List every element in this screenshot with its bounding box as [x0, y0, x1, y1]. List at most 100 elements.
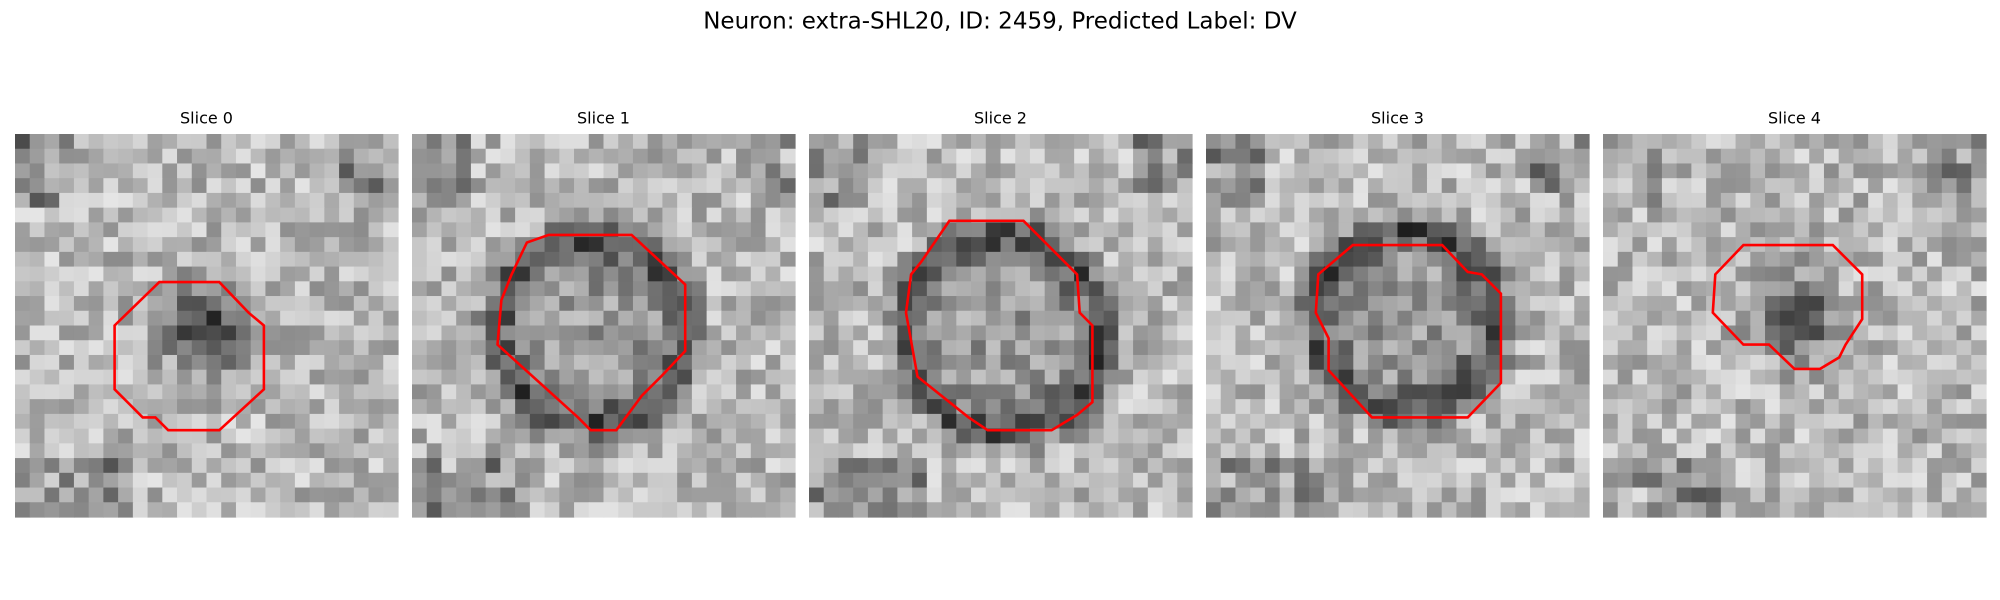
pixel [1809, 413, 1825, 430]
pixel [1809, 472, 1825, 489]
pixel [1500, 163, 1516, 179]
pixel [1235, 178, 1251, 194]
pixel [971, 178, 987, 194]
pixel [324, 178, 340, 194]
pixel [441, 296, 457, 312]
pixel [235, 354, 252, 371]
pixel [383, 266, 399, 282]
pixel [1485, 310, 1502, 327]
pixel [1088, 178, 1105, 194]
pixel [1750, 399, 1766, 415]
pixel [412, 458, 428, 474]
pixel [1220, 310, 1237, 327]
pixel [309, 443, 325, 459]
pixel [1823, 399, 1840, 415]
pixel [838, 207, 854, 223]
pixel [1779, 502, 1796, 518]
pixel [1720, 148, 1737, 165]
pixel [882, 399, 898, 415]
pixel [1088, 413, 1105, 430]
pixel [1338, 413, 1354, 430]
pixel [1074, 458, 1090, 474]
pixel [1632, 502, 1648, 518]
pixel [118, 428, 134, 444]
pixel [29, 340, 46, 356]
pixel [1853, 458, 1869, 474]
pixel [1544, 310, 1561, 327]
pixel [1574, 192, 1590, 209]
pixel [559, 192, 575, 209]
pixel [1382, 281, 1399, 297]
pixel [1294, 207, 1310, 223]
pixel [500, 207, 516, 223]
pixel [1397, 502, 1413, 518]
pixel [1661, 148, 1678, 165]
pixel [383, 369, 399, 386]
pixel [1661, 340, 1678, 356]
pixel [588, 325, 605, 341]
pixel [1074, 413, 1090, 430]
pixel [235, 472, 252, 489]
pixel [1632, 310, 1648, 327]
pixel [191, 340, 208, 356]
pixel [1044, 384, 1061, 400]
pixel [823, 310, 840, 327]
pixel [500, 502, 516, 518]
pixel [132, 192, 149, 209]
pixel [632, 428, 649, 444]
pixel [1000, 296, 1016, 312]
pixel [1353, 134, 1369, 150]
pixel [1206, 340, 1222, 356]
pixel [368, 340, 384, 356]
pixel [1500, 207, 1516, 223]
pixel [1368, 310, 1384, 327]
pixel [750, 428, 767, 444]
pixel [485, 178, 501, 194]
pixel [618, 281, 634, 297]
pixel [147, 266, 163, 282]
pixel [235, 178, 252, 194]
pixel [691, 458, 708, 474]
pixel [309, 148, 325, 165]
pixel [309, 472, 325, 489]
pixel [1235, 399, 1251, 415]
pixel [1617, 134, 1634, 150]
pixel [529, 399, 546, 415]
pixel [603, 384, 619, 400]
pixel [147, 251, 163, 268]
pixel [1206, 413, 1222, 430]
pixel [1456, 207, 1472, 223]
pixel [853, 281, 869, 297]
pixel [1632, 281, 1648, 297]
pixel [1456, 251, 1472, 268]
pixel [1750, 443, 1766, 459]
pixel [971, 399, 987, 415]
pixel [574, 178, 590, 194]
pixel [368, 266, 384, 282]
pixel [103, 296, 119, 312]
pixel [206, 178, 222, 194]
pixel [1661, 178, 1678, 194]
pixel [780, 458, 796, 474]
pixel [1294, 354, 1310, 371]
pixel [1941, 148, 1958, 165]
pixel [1309, 340, 1325, 356]
pixel [470, 192, 487, 209]
pixel [1868, 487, 1884, 503]
pixel [1088, 192, 1105, 209]
pixel [956, 487, 972, 503]
pixel [529, 369, 546, 386]
pixel [368, 413, 384, 430]
pixel [823, 399, 840, 415]
pixel [88, 134, 104, 150]
pixel [1044, 134, 1061, 150]
pixel [1000, 251, 1016, 268]
pixel [1735, 281, 1751, 297]
pixel [1941, 354, 1958, 371]
pixel [1279, 443, 1295, 459]
pixel [1544, 237, 1561, 253]
pixel [809, 134, 825, 150]
pixel [926, 399, 943, 415]
pixel [736, 428, 752, 444]
pixel [736, 384, 752, 400]
